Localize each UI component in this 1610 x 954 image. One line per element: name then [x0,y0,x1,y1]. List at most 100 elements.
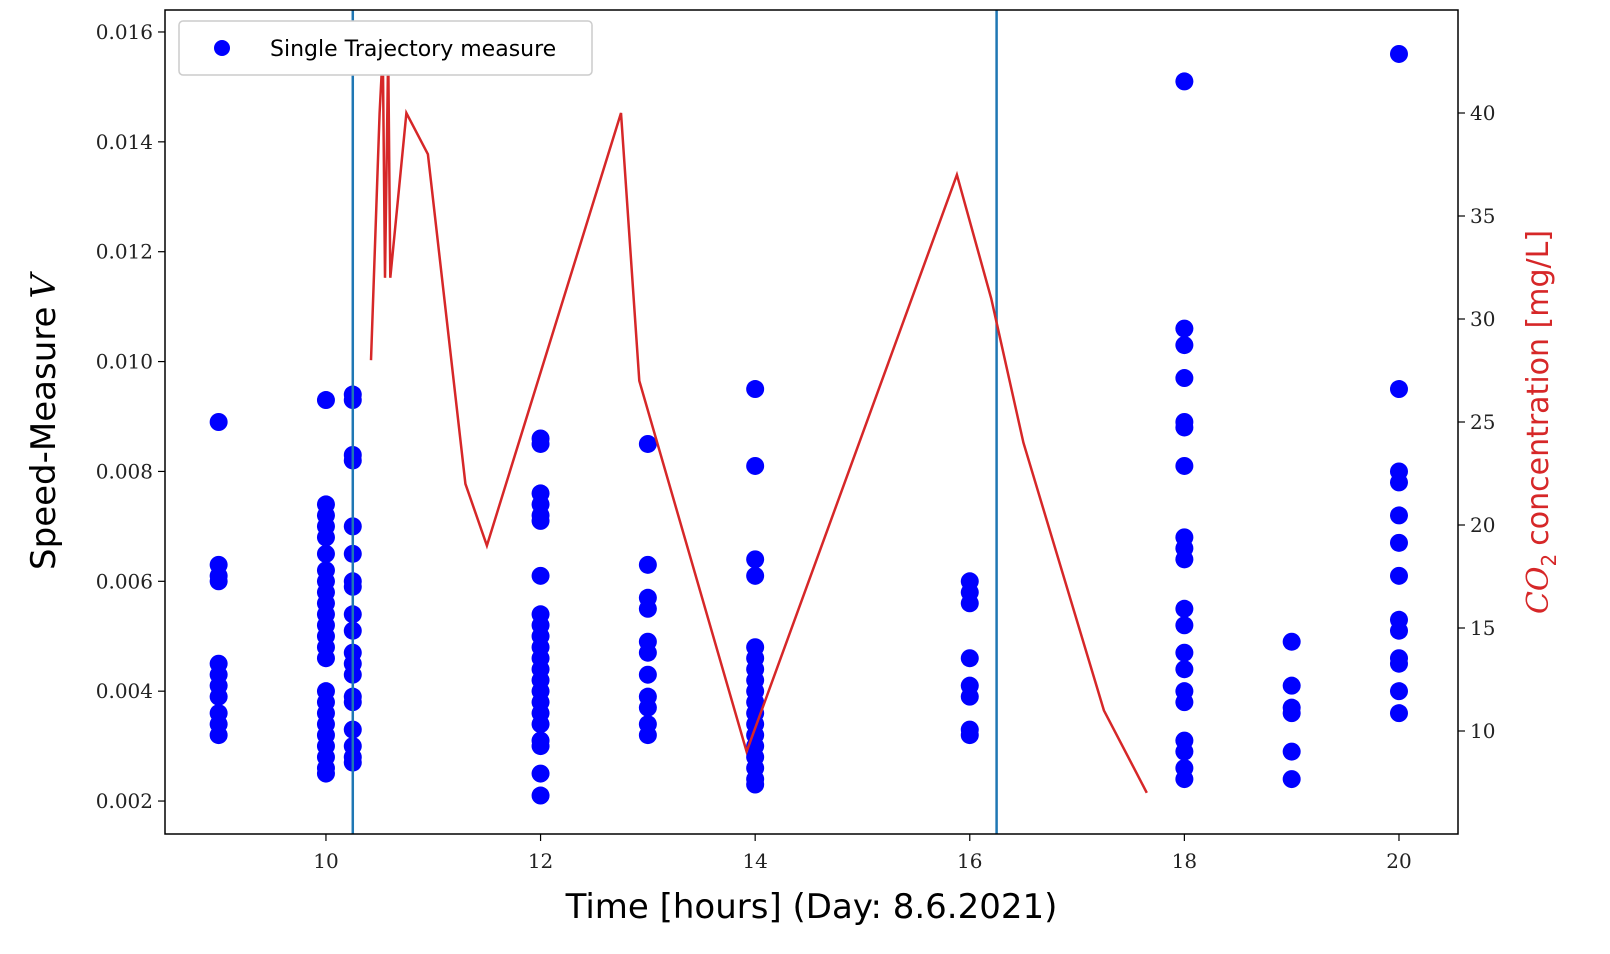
y2-axis-title-symbol: CO [1521,566,1556,614]
scatter-point [1282,676,1301,695]
scatter-point [316,764,335,783]
scatter-point [638,599,657,618]
scatter-point [531,566,550,585]
scatter-point [1175,693,1194,712]
y2-axis-title-text: CO2 concentration [mg/L] [1521,230,1561,614]
scatter-point [209,572,228,591]
legend: Single Trajectory measure [178,20,593,76]
x-tick-label: 10 [313,849,338,873]
scatter-point [960,687,979,706]
scatter-point [638,434,657,453]
y2-tick-label: 25 [1470,410,1495,434]
scatter-point [746,566,765,585]
legend-label: Single Trajectory measure [270,37,556,62]
scatter-point [531,511,550,530]
scatter-point [1175,742,1194,761]
scatter-point [1175,336,1194,355]
scatter-point [1175,616,1194,635]
y2-tick-label: 15 [1470,616,1495,640]
scatter-point [746,456,765,475]
y-tick-label: 0.012 [96,240,153,264]
scatter-point [746,380,765,399]
scatter-point [1389,682,1408,701]
scatter-point [638,726,657,745]
x-axis-title: Time [hours] (Day: 8.6.2021) [565,887,1058,927]
scatter-point [1389,654,1408,673]
scatter-point [1389,380,1408,399]
scatter-point [316,391,335,410]
scatter-point [1282,742,1301,761]
scatter-point [209,687,228,706]
y-axis-title-label: Speed-Measure [24,307,64,570]
co2-line-series [369,51,1148,794]
y2-tick-label: 40 [1470,101,1495,125]
scatter-point [531,434,550,453]
y-tick-label: 0.016 [96,20,153,44]
scatter-point [960,649,979,668]
scatter-point [1389,566,1408,585]
y-axis-title: Speed-Measure V [24,271,64,570]
scatter-series [209,44,1408,805]
y-tick-label: 0.010 [96,350,153,374]
y2-tick-label: 30 [1470,307,1495,331]
scatter-point [1175,599,1194,618]
scatter-point [1389,44,1408,63]
scatter-point [1175,660,1194,679]
scatter-point [209,726,228,745]
scatter-point [960,594,979,613]
legend-marker [214,40,230,56]
scatter-point [531,715,550,734]
y-tick-label: 0.006 [96,569,153,593]
scatter-point [1175,418,1194,437]
scatter-point [746,775,765,794]
plot-frame [164,9,1459,835]
scatter-point [1175,72,1194,91]
x-tick-label: 18 [1172,849,1197,873]
axis-ticks: 10 12 14 16 18 20 0.002 0.004 0.006 0.008 0.010 0.0… [96,20,1496,873]
scatter-point [638,643,657,662]
y-tick-label: 0.004 [96,679,153,703]
scatter-point [638,698,657,717]
y2-axis-title-label: concentration [mg/L] [1521,230,1556,546]
scatter-point [746,550,765,569]
x-tick-label: 14 [742,849,767,873]
scatter-point [531,764,550,783]
scatter-point [1175,770,1194,789]
legend-box [178,20,593,76]
scatter-point [1175,319,1194,338]
scatter-point [1175,550,1194,569]
scatter-point [316,528,335,547]
scatter-point [1282,704,1301,723]
scatter-point [1282,770,1301,789]
x-tick-label: 16 [957,849,982,873]
scatter-point [1175,369,1194,388]
scatter-point [638,665,657,684]
scatter-point [1389,506,1408,525]
co2-line [369,51,1148,794]
scatter-point [1389,704,1408,723]
scatter-point [1389,533,1408,552]
y-tick-label: 0.014 [96,130,153,154]
scatter-point [638,555,657,574]
vertical-lines [351,10,998,834]
y2-axis-title-subscript: 2 [1537,554,1561,567]
y-tick-label: 0.002 [96,789,153,813]
y2-tick-label: 10 [1470,719,1495,743]
y2-tick-label: 20 [1470,513,1495,537]
scatter-point [1282,632,1301,651]
scatter-point [960,726,979,745]
y2-tick-label: 35 [1470,204,1495,228]
scatter-point [531,786,550,805]
scatter-point [1389,473,1408,492]
x-tick-label: 20 [1386,849,1411,873]
scatter-point [316,544,335,563]
scatter-point [1175,643,1194,662]
scatter-point [531,737,550,756]
scatter-point [209,413,228,431]
y-axis-title-symbol: V [24,271,64,299]
y2-axis-title: CO2 concentration [mg/L] [1521,230,1561,614]
scatter-point [1389,621,1408,640]
y-tick-label: 0.008 [96,459,153,483]
scatter-point [316,649,335,668]
